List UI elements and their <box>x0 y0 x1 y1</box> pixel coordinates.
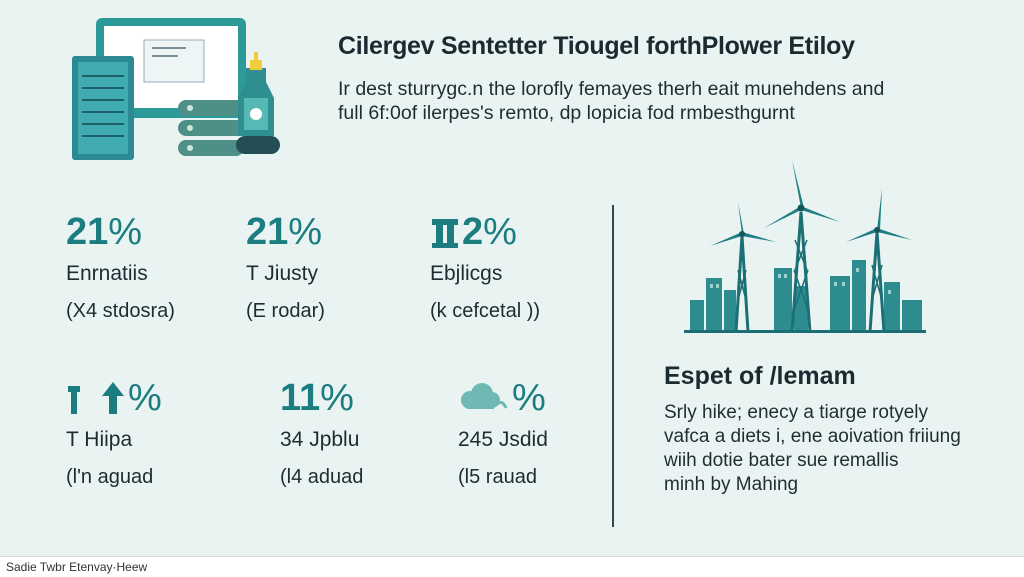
stat-value: 11% <box>280 377 354 419</box>
vertical-divider <box>612 205 614 527</box>
stat-card: 11% 34 Jpblu (l4 aduad <box>280 376 460 489</box>
stat-card: 21% Enrnatiis (X4 stdosra) <box>66 210 246 323</box>
subtitle-line: full 6f:0of ilerpes's remto, dp lopicia … <box>338 102 795 124</box>
side-body-line: Srly hike; enecy a tiarge rotyely <box>664 402 929 423</box>
stat-value: 21% <box>66 211 143 253</box>
side-body: Srly hike; enecy a tiarge rotyely vafca … <box>664 401 1004 497</box>
stat-card: % T Hiipa (l'n aguad <box>66 376 246 489</box>
pillar-icon <box>66 380 98 416</box>
side-body-line: vafca a diets i, ene aoivation friiung <box>664 426 961 447</box>
side-body-line: minh by Mahing <box>664 474 799 495</box>
stat-value: 2% <box>430 210 610 254</box>
stat-card: 21% T Jiusty (E rodar) <box>246 210 426 323</box>
stat-card: % 245 Jsdid (l5 rauad <box>458 376 638 489</box>
subtitle-line: Ir dest sturrygc.n the lorofly femayes t… <box>338 78 885 100</box>
arrow-up-icon <box>100 380 126 416</box>
side-body-line: wiih dotie bater sue remallis <box>664 450 899 471</box>
stat-card: 2% Ebjlicgs (k cefcetal )) <box>430 210 610 323</box>
pillar-icon <box>430 215 460 249</box>
side-title: Espet of /lemam <box>664 362 856 390</box>
stat-label: 245 Jsdid <box>458 428 548 451</box>
page-subtitle: Ir dest sturrygc.n the lorofly femayes t… <box>338 77 978 125</box>
stat-note: (X4 stdosra) <box>66 300 175 322</box>
stat-value: 21% <box>246 211 323 253</box>
stat-note: (l4 aduad <box>280 466 364 488</box>
stat-label: Enrnatiis <box>66 262 148 285</box>
stat-note: (l5 rauad <box>458 466 537 488</box>
stat-value: % <box>66 376 246 420</box>
stat-note: (l'n aguad <box>66 466 154 488</box>
stat-note: (k cefcetal )) <box>430 300 541 322</box>
cloud-icon <box>458 380 510 416</box>
stat-label: T Jiusty <box>246 262 318 285</box>
stat-note: (E rodar) <box>246 300 325 322</box>
stat-label: T Hiipa <box>66 428 133 451</box>
stat-value: % <box>458 376 638 420</box>
computer-server-illustration <box>72 18 280 160</box>
header: Cilergev Sentetter Tiougel forthPlower E… <box>338 32 978 125</box>
stat-label: 34 Jpblu <box>280 428 360 451</box>
stat-label: Ebjlicgs <box>430 262 503 285</box>
side-panel: Espet of /lemam Srly hike; enecy a tiarg… <box>664 362 1004 497</box>
footer-bar: Sadie Twbr Etenvay·Heew <box>0 556 1024 577</box>
wind-turbine-city-illustration <box>684 160 926 333</box>
page-title: Cilergev Sentetter Tiougel forthPlower E… <box>338 32 855 60</box>
footer-caption: Sadie Twbr Etenvay·Heew <box>6 560 148 574</box>
